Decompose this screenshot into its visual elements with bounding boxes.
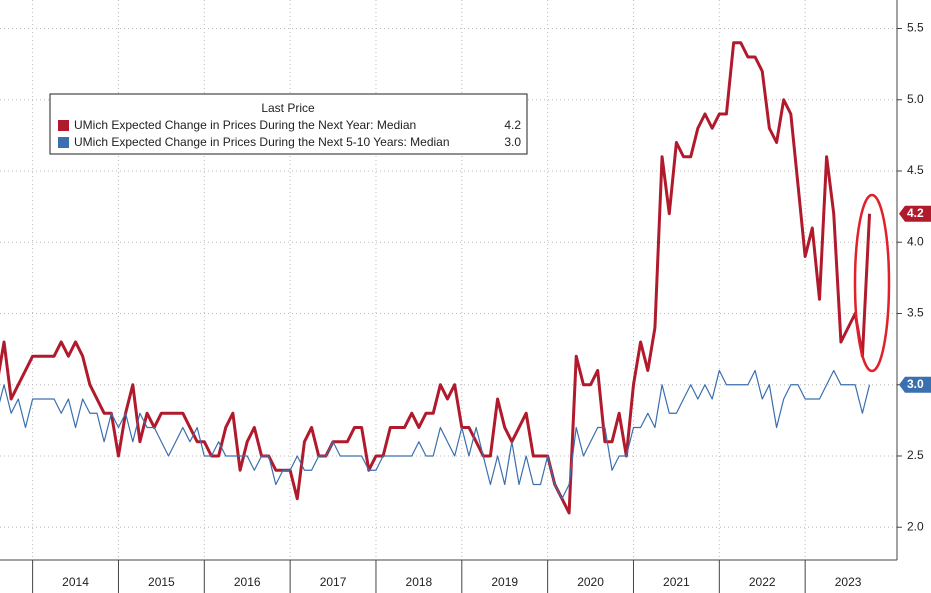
y-tick-label: 4.0 xyxy=(907,234,924,248)
legend-swatch xyxy=(58,137,69,148)
legend: Last Price UMich Expected Change in Pric… xyxy=(49,93,528,155)
y-tick-label: 5.0 xyxy=(907,92,924,106)
x-tick-label: 2015 xyxy=(148,575,175,589)
x-tick-label: 2016 xyxy=(234,575,261,589)
y-tick-label: 3.5 xyxy=(907,306,924,320)
last-price-label: 4.2 xyxy=(907,206,924,220)
legend-label: UMich Expected Change in Prices During t… xyxy=(74,135,450,149)
x-tick-label: 2014 xyxy=(62,575,89,589)
x-tick-label: 2021 xyxy=(663,575,690,589)
legend-title: Last Price xyxy=(261,101,315,115)
y-tick-label: 2.0 xyxy=(907,519,924,533)
highlight-ellipse xyxy=(853,193,891,373)
series-line xyxy=(0,369,871,500)
legend-value: 3.0 xyxy=(504,135,521,149)
last-price-tag xyxy=(899,376,931,393)
x-tick-label: 2022 xyxy=(749,575,776,589)
x-tick-label: 2018 xyxy=(406,575,433,589)
legend-label: UMich Expected Change in Prices During t… xyxy=(74,118,416,132)
y-tick-label: 5.5 xyxy=(907,21,924,35)
last-price-label: 3.0 xyxy=(907,377,924,391)
x-tick-label: 2019 xyxy=(491,575,518,589)
y-tick-label: 4.5 xyxy=(907,163,924,177)
y-tick-label: 2.5 xyxy=(907,448,924,462)
legend-value: 4.2 xyxy=(504,118,521,132)
x-tick-label: 2017 xyxy=(320,575,347,589)
last-price-tag xyxy=(899,205,931,222)
legend-swatch xyxy=(58,120,69,131)
x-tick-label: 2020 xyxy=(577,575,604,589)
series-line xyxy=(0,41,872,515)
plot xyxy=(0,41,872,515)
legend-box xyxy=(49,93,528,155)
x-tick-label: 2023 xyxy=(835,575,862,589)
